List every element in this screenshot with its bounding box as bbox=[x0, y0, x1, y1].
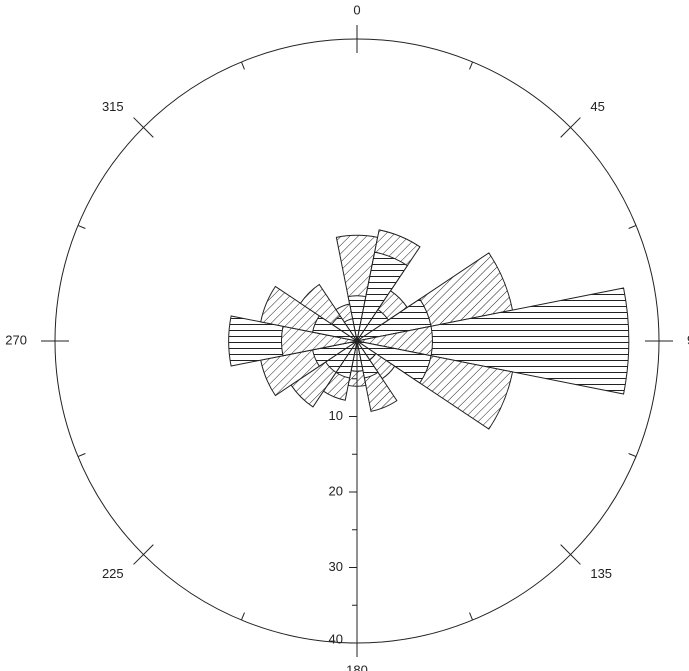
angle-tick bbox=[560, 117, 581, 138]
radial-tick-label: 30 bbox=[329, 559, 343, 574]
angle-minor-tick bbox=[628, 224, 637, 229]
angle-label: 90 bbox=[687, 332, 689, 347]
radial-tick-label: 10 bbox=[329, 408, 343, 423]
angle-label: 315 bbox=[102, 99, 124, 114]
angle-label: 0 bbox=[353, 2, 360, 17]
angle-minor-tick bbox=[628, 453, 637, 458]
angle-label: 180 bbox=[346, 662, 368, 671]
angle-tick bbox=[133, 544, 154, 565]
rose-wedge bbox=[356, 251, 409, 342]
angle-minor-tick bbox=[469, 61, 474, 70]
angle-minor-tick bbox=[77, 453, 86, 458]
rose-wedge bbox=[356, 287, 630, 395]
angle-label: 135 bbox=[590, 566, 612, 581]
angle-minor-tick bbox=[77, 224, 86, 229]
angle-tick bbox=[560, 544, 581, 565]
angle-label: 270 bbox=[5, 332, 27, 347]
angle-tick bbox=[133, 117, 154, 138]
angle-minor-tick bbox=[240, 61, 245, 70]
angle-label: 45 bbox=[590, 99, 604, 114]
radial-tick-label: 20 bbox=[329, 483, 343, 498]
angle-minor-tick bbox=[240, 612, 245, 621]
rose-wedge bbox=[343, 318, 358, 342]
angle-label: 225 bbox=[102, 566, 124, 581]
radial-tick-label: 40 bbox=[329, 631, 343, 646]
rose-wedge bbox=[356, 340, 432, 384]
angle-minor-tick bbox=[469, 612, 474, 621]
